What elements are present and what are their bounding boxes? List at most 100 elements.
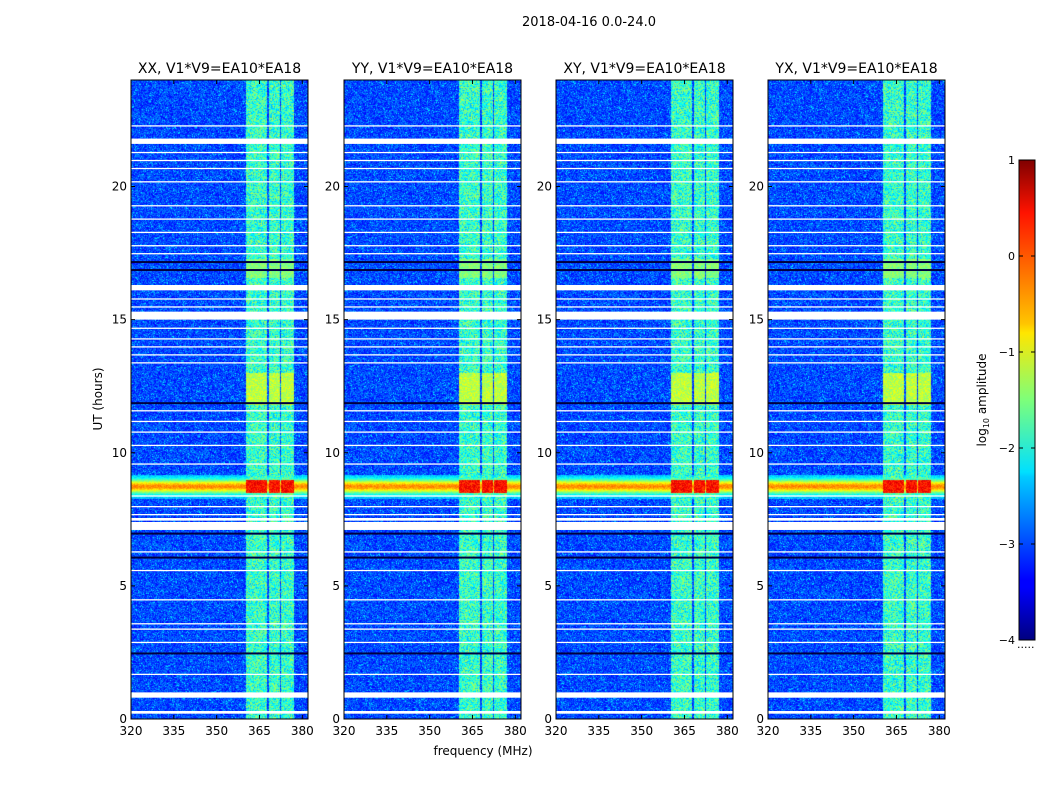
y-tick-label: 15	[112, 313, 127, 327]
flag-line	[344, 410, 521, 412]
x-tick-label: 365	[673, 724, 696, 738]
flag-line	[131, 569, 308, 572]
flag-line	[556, 551, 733, 553]
flag-line	[768, 167, 945, 170]
flag-line	[768, 346, 945, 348]
flag-line	[768, 159, 945, 162]
flag-line	[556, 338, 733, 340]
dark-line	[556, 556, 733, 559]
x-tick-label: 335	[587, 724, 610, 738]
dark-line	[768, 269, 945, 272]
flag-line	[131, 362, 308, 364]
flag-line	[344, 673, 521, 676]
flag-line	[131, 159, 308, 162]
flag-line	[131, 181, 308, 183]
flag-line	[131, 167, 308, 170]
dark-line	[131, 261, 308, 264]
flagged-gap	[344, 711, 521, 714]
flag-line	[344, 205, 521, 207]
panel-frame	[555, 79, 734, 720]
flag-line	[768, 253, 945, 255]
flag-line	[131, 420, 308, 423]
y-tick-label: 15	[749, 313, 764, 327]
colorbar-label-prefix: log	[975, 428, 989, 446]
panel-title: XY, V1*V9=EA10*EA18	[563, 61, 725, 77]
flag-line	[344, 159, 521, 162]
flag-line	[344, 181, 521, 183]
dark-line	[131, 402, 308, 405]
dark-line	[131, 532, 308, 535]
flag-line	[768, 628, 945, 630]
flag-line	[131, 495, 308, 497]
dark-line	[556, 532, 733, 535]
flag-line	[556, 599, 733, 601]
dark-line	[344, 652, 521, 655]
flag-line	[768, 125, 945, 127]
flag-line	[344, 354, 521, 356]
colorbar-label-sub: 10	[982, 418, 991, 428]
flag-line	[344, 306, 521, 308]
flag-line	[768, 181, 945, 183]
flag-line	[344, 495, 521, 497]
panel-frame	[343, 79, 522, 720]
flag-line	[556, 695, 733, 697]
flag-line	[556, 245, 733, 247]
flag-line	[556, 151, 733, 154]
flag-line	[768, 495, 945, 497]
dark-line	[556, 652, 733, 655]
panel-title: YX, V1*V9=EA10*EA18	[774, 61, 937, 77]
dark-line	[344, 556, 521, 559]
dark-line	[768, 556, 945, 559]
flag-line	[344, 599, 521, 601]
flag-line	[131, 410, 308, 412]
flag-line	[344, 506, 521, 508]
flag-line	[768, 245, 945, 247]
flag-line	[556, 298, 733, 300]
flag-line	[344, 346, 521, 348]
y-tick-label: 0	[756, 712, 764, 726]
colorbar-tick-label: 1	[1008, 154, 1015, 167]
colorbar-under-mark: .....	[1017, 638, 1034, 651]
figure-title: 2018-04-16 0.0-24.0	[522, 15, 656, 30]
flag-line	[556, 513, 733, 516]
x-tick-label: 350	[418, 724, 441, 738]
dark-line	[556, 269, 733, 272]
y-tick-label: 15	[537, 313, 552, 327]
flag-line	[768, 673, 945, 676]
flag-line	[556, 569, 733, 572]
panel-heatmap-image	[131, 80, 308, 719]
flag-line	[131, 599, 308, 601]
flag-line	[556, 410, 733, 412]
dark-line	[768, 532, 945, 535]
flag-line	[556, 673, 733, 676]
flag-line	[768, 205, 945, 207]
y-tick-label: 20	[749, 180, 764, 194]
y-tick-label: 10	[537, 446, 552, 460]
flag-line	[556, 641, 733, 644]
flag-line	[556, 431, 733, 433]
flag-line	[131, 298, 308, 300]
flag-line	[556, 444, 733, 447]
flag-line	[556, 253, 733, 255]
flag-line	[131, 431, 308, 433]
dark-line	[556, 402, 733, 405]
y-tick-label: 10	[112, 446, 127, 460]
flag-line	[768, 569, 945, 572]
flag-line	[556, 623, 733, 625]
flag-line	[131, 218, 308, 220]
flag-line	[768, 513, 945, 516]
dark-line	[131, 652, 308, 655]
panels-group: XX, V1*V9=EA10*EA18 320 335 350 365 380 0 5 10 15…	[112, 61, 951, 738]
flag-line	[344, 125, 521, 127]
flag-line	[131, 444, 308, 447]
flag-line	[131, 354, 308, 356]
dark-line	[344, 261, 521, 264]
y-tick-label: 5	[756, 579, 764, 593]
flag-line	[344, 513, 521, 516]
dark-line	[344, 532, 521, 535]
flag-line	[768, 623, 945, 625]
dark-line	[768, 402, 945, 405]
flagged-gap	[768, 285, 945, 291]
flag-line	[344, 231, 521, 234]
flag-line	[344, 218, 521, 220]
